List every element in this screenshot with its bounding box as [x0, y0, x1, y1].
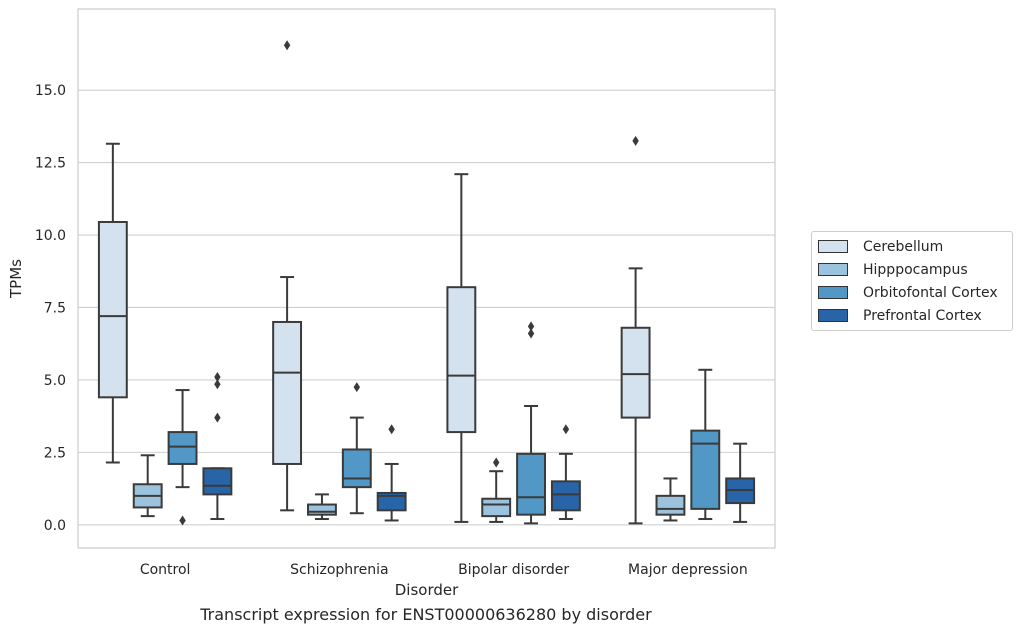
legend-swatch-orbitofontal-cortex: [818, 286, 848, 299]
legend-label-orbitofontal-cortex: Orbitofontal Cortex: [863, 284, 998, 301]
box-body: [202, 467, 233, 496]
box-body: [167, 431, 198, 465]
y-tick-label: 12.5: [35, 156, 66, 172]
y-tick-label: 10.0: [35, 228, 66, 244]
x-tick-label-major-depression: Major depression: [628, 562, 748, 578]
legend-label-cerebellum: Cerebellum: [863, 238, 944, 255]
box-body: [376, 491, 407, 512]
box-body: [446, 286, 477, 434]
outlier-point: [493, 457, 500, 468]
box-series: [97, 40, 756, 526]
legend-swatch-prefrontal-cortex: [818, 309, 848, 322]
legend-label-hipppocampus: Hipppocampus: [863, 261, 968, 278]
box-body: [516, 452, 546, 516]
legend-item-cerebellum: Cerebellum: [812, 235, 1012, 258]
box-cerebellum-schizophrenia: [272, 40, 303, 512]
box-body: [550, 480, 581, 512]
outlier-point: [527, 321, 535, 332]
outlier-point: [632, 135, 639, 146]
box-orbitofontal-cortex-bipolar-disorder: [516, 321, 546, 525]
box-prefrontal-cortex-bipolar-disorder: [550, 424, 581, 521]
outlier-point: [527, 328, 535, 339]
legend-label-prefrontal-cortex: Prefrontal Cortex: [863, 307, 982, 324]
outlier-point: [283, 40, 291, 51]
outlier-point: [214, 412, 221, 423]
x-tick-label-control: Control: [140, 562, 191, 578]
legend-item-hipppocampus: Hipppocampus: [812, 258, 1012, 281]
y-tick-label: 0.0: [44, 518, 66, 534]
chart-caption: Transcript expression for ENST0000063628…: [200, 605, 652, 624]
box-body: [341, 448, 372, 489]
legend-item-prefrontal-cortex: Prefrontal Cortex: [812, 304, 1012, 327]
box-orbitofontal-cortex-major-depression: [690, 368, 721, 521]
box-body: [97, 220, 128, 399]
box-body: [272, 320, 303, 465]
box-hipppocampus-bipolar-disorder: [481, 457, 512, 523]
plot-frame: [77, 8, 776, 549]
y-tick-label: 15.0: [35, 83, 66, 99]
outlier-point: [353, 382, 360, 393]
box-cerebellum-bipolar-disorder: [446, 173, 477, 523]
box-prefrontal-cortex-control: [202, 372, 233, 521]
x-axis-label: Disorder: [395, 581, 459, 599]
box-hipppocampus-control: [132, 454, 163, 518]
y-tick-label: 5.0: [44, 373, 66, 389]
tick-labels: 0.0 2.5 5.0 7.5 10.0 12.5 15.0 Control Schizophr…: [35, 83, 748, 578]
box-hipppocampus-major-depression: [655, 477, 686, 522]
box-body: [481, 497, 512, 518]
y-axis-label: TPMs: [7, 259, 25, 299]
box-body: [690, 429, 721, 510]
y-tick-label: 7.5: [44, 300, 66, 316]
outlier-point: [214, 379, 221, 390]
x-tick-label-schizophrenia: Schizophrenia: [290, 562, 388, 578]
legend-swatch-cerebellum: [818, 240, 848, 253]
box-orbitofontal-cortex-schizophrenia: [341, 382, 372, 515]
legend-swatch-hipppocampus: [818, 263, 848, 276]
outlier-point: [562, 424, 570, 435]
y-tick-label: 2.5: [44, 445, 66, 461]
x-tick-label-bipolar-disorder: Bipolar disorder: [458, 562, 569, 578]
box-body: [620, 326, 651, 419]
box-hipppocampus-schizophrenia: [307, 493, 337, 521]
outlier-point: [388, 424, 395, 435]
outlier-point: [179, 515, 186, 526]
box-body: [307, 503, 337, 516]
legend-item-orbitofontal-cortex: Orbitofontal Cortex: [812, 281, 1012, 304]
box-orbitofontal-cortex-control: [167, 389, 198, 526]
box-prefrontal-cortex-major-depression: [725, 442, 756, 523]
box-body: [655, 494, 686, 516]
box-prefrontal-cortex-schizophrenia: [376, 424, 407, 522]
box-cerebellum-control: [97, 142, 128, 464]
legend: Cerebellum Hipppocampus Orbitofontal Cor…: [811, 231, 1013, 331]
outlier-point: [214, 372, 221, 383]
box-cerebellum-major-depression: [620, 135, 651, 525]
